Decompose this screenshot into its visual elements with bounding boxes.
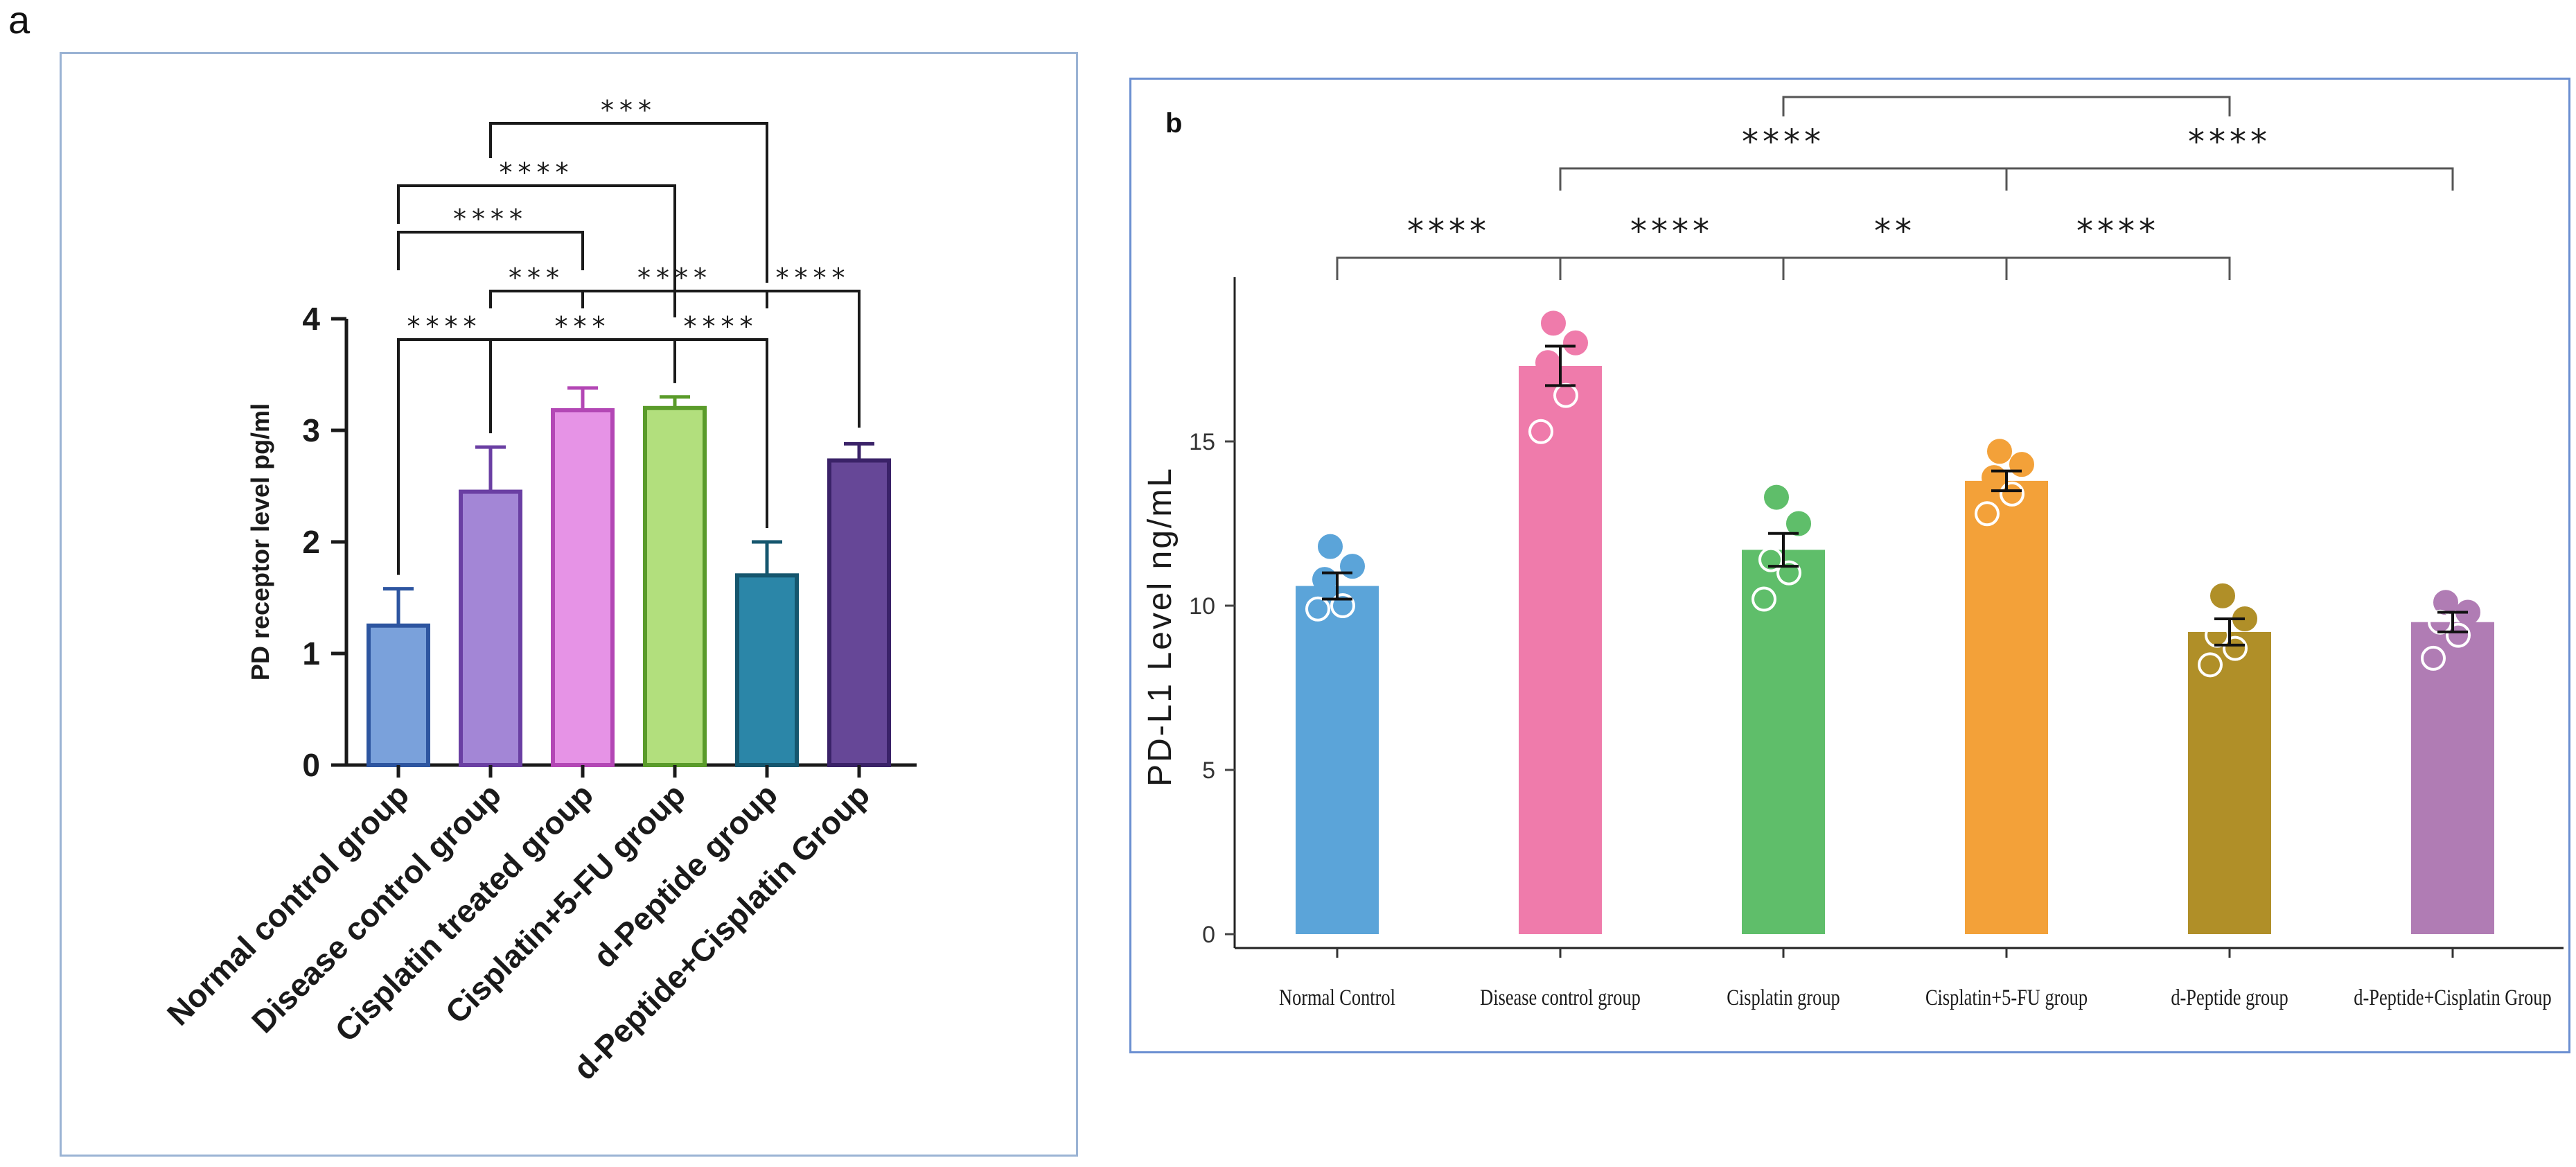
bar-b: [2188, 631, 2271, 934]
data-point-b: [2198, 652, 2223, 678]
significance-label-a: ****: [453, 204, 528, 234]
data-point-b: [1987, 439, 2012, 464]
significance-bracket-b: [2005, 256, 2231, 280]
data-point-b: [1528, 419, 1553, 444]
data-point-b: [1786, 511, 1811, 536]
data-point-b: [1764, 484, 1789, 510]
y-axis-label-b: PD-L1 Level ng/mL: [1142, 466, 1179, 787]
significance-label-b: ****: [2188, 123, 2271, 161]
x-tick-label-b: d-Peptide group: [2171, 985, 2288, 1010]
x-tick-label-b: Cisplatin+5-FU group: [1925, 985, 2088, 1010]
bar-b: [1742, 550, 1825, 934]
significance-label-a: ****: [500, 157, 574, 188]
significance-bracket-a: [397, 184, 676, 317]
data-point-b: [2446, 622, 2471, 648]
x-tick-label-b: d-Peptide+Cisplatin Group: [2354, 985, 2551, 1010]
data-point-b: [1541, 310, 1566, 336]
significance-bracket-b: [1336, 256, 1562, 280]
bar-b: [1296, 586, 1379, 934]
data-point-b: [1563, 330, 1588, 356]
y-tick-label-a: 4: [302, 301, 320, 337]
data-point-b: [1776, 560, 1801, 586]
bar-a: [459, 489, 522, 767]
bar-b: [1519, 365, 1602, 934]
significance-bracket-b: [1559, 167, 2008, 191]
bar-b: [2411, 622, 2494, 934]
significance-label-a: ***: [509, 263, 565, 293]
significance-label-a: ****: [776, 263, 851, 293]
data-point-b: [2000, 481, 2024, 507]
significance-label-b: ****: [1630, 212, 1713, 251]
significance-label-a: ***: [555, 311, 611, 342]
significance-label-b: **: [1874, 212, 1916, 251]
y-tick-label-a: 3: [302, 412, 320, 448]
x-tick-label-b: Disease control group: [1480, 985, 1641, 1010]
significance-label-a: ****: [684, 311, 759, 342]
panel-a-frame: [60, 52, 1078, 1157]
panel-a-label: a: [8, 0, 30, 42]
y-tick-label-a: 2: [302, 524, 320, 560]
significance-bracket-a: [673, 338, 768, 528]
data-point-b: [1752, 586, 1776, 612]
significance-bracket-a: [489, 122, 768, 283]
data-point-b: [1535, 350, 1560, 376]
y-axis-label-a: PD receptor level pg/ml: [246, 403, 274, 681]
y-tick-label-b: 15: [1189, 429, 1215, 455]
data-point-b: [1975, 501, 2000, 527]
x-tick-label-b: Normal Control: [1279, 985, 1395, 1010]
y-tick-label-b: 0: [1202, 922, 1215, 948]
bar-a: [827, 458, 891, 767]
significance-bracket-b: [1782, 256, 2008, 280]
data-point-b: [1305, 596, 1330, 622]
data-point-b: [2210, 583, 2235, 608]
panel-b-frame: [1129, 78, 2570, 1053]
bar-b: [1965, 480, 2048, 934]
x-tick-label-b: Cisplatin group: [1727, 985, 1840, 1010]
significance-bracket-b: [2005, 167, 2454, 191]
data-point-b: [2223, 635, 2248, 661]
significance-label-b: ****: [1407, 212, 1490, 251]
significance-bracket-b: [1559, 256, 1785, 280]
significance-label-a: ****: [407, 311, 482, 342]
significance-bracket-a: [397, 231, 584, 270]
panel-b-label: b: [1165, 108, 1183, 139]
significance-label-a: ***: [601, 95, 657, 125]
significance-bracket-a: [766, 290, 861, 428]
y-tick-label-a: 0: [302, 747, 320, 783]
significance-bracket-b: [1782, 96, 2231, 116]
data-point-b: [2421, 645, 2446, 671]
significance-label-a: ****: [637, 263, 712, 293]
data-point-b: [1330, 593, 1355, 618]
significance-label-b: ****: [2076, 212, 2160, 251]
significance-label-b: ****: [1742, 123, 1825, 161]
data-point-b: [1318, 534, 1343, 559]
y-tick-label-b: 5: [1202, 757, 1215, 784]
y-tick-label-a: 1: [302, 635, 320, 672]
y-tick-label-b: 10: [1189, 593, 1215, 620]
